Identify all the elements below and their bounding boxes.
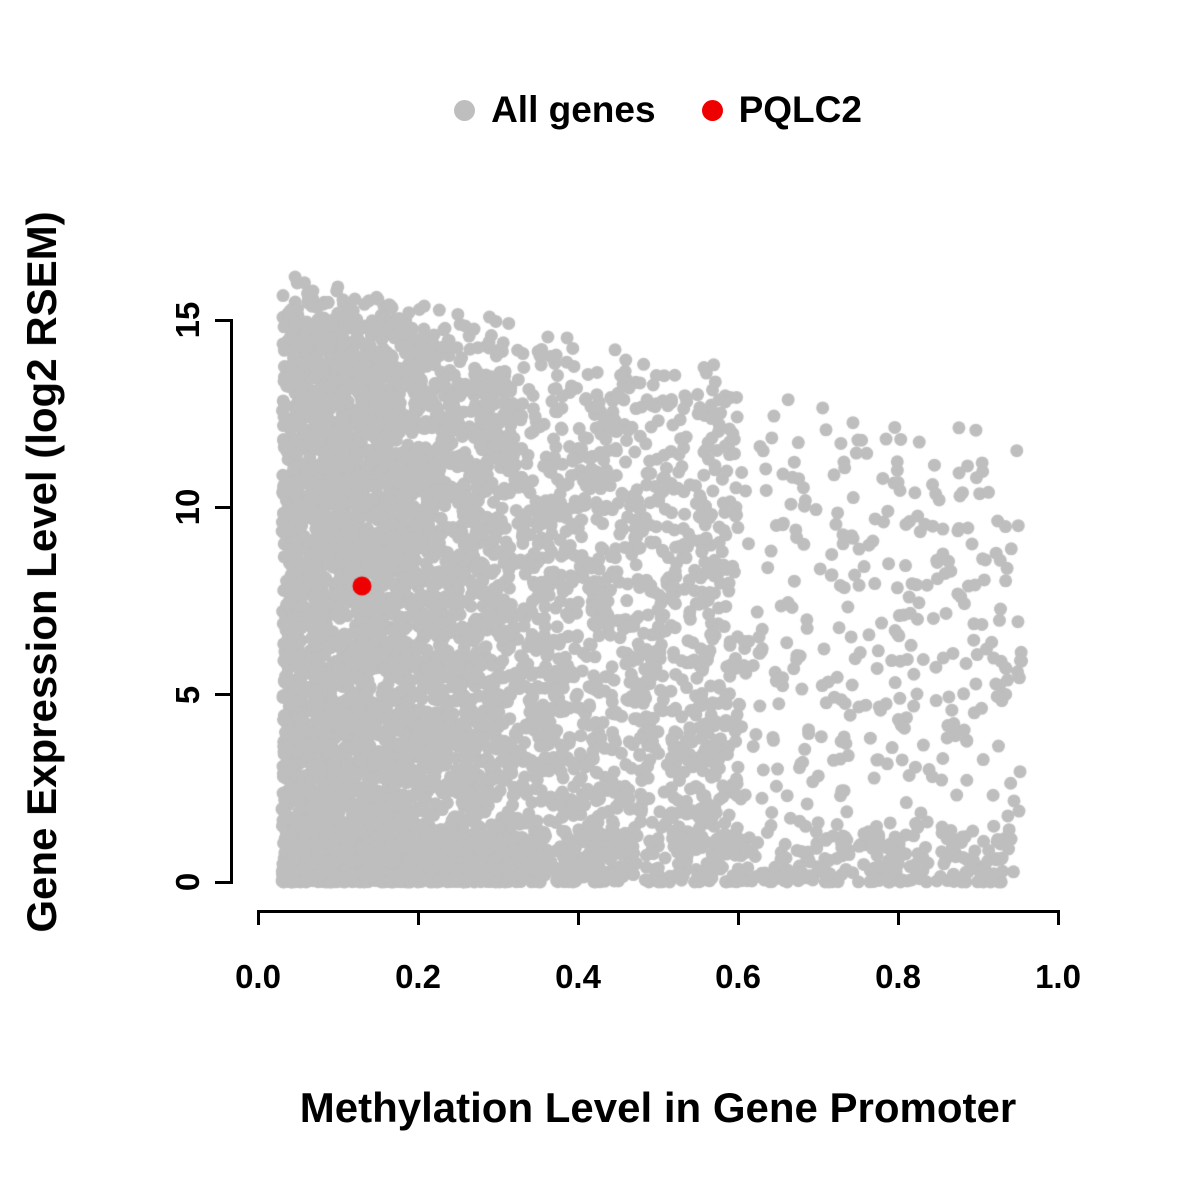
legend-entry-all-genes: All genes	[454, 89, 656, 131]
y-tick-label: 15	[169, 301, 206, 339]
x-tick-label: 0.6	[715, 958, 761, 995]
legend-label-pqlc2: PQLC2	[738, 89, 862, 130]
y-tick-mark	[215, 505, 230, 509]
y-tick-label: 10	[169, 488, 206, 526]
x-axis-line	[256, 910, 1060, 913]
x-tick-label: 1.0	[1035, 958, 1081, 995]
x-tick-mark	[1056, 910, 1060, 925]
y-tick-mark	[215, 318, 230, 322]
y-axis-line	[230, 318, 233, 884]
x-tick-label: 0.2	[395, 958, 441, 995]
legend: All genes PQLC2	[258, 84, 1058, 136]
legend-dot-pqlc2	[701, 99, 723, 121]
x-tick-mark	[256, 910, 260, 925]
legend-label-all-genes: All genes	[491, 89, 656, 130]
y-tick-label: 0	[169, 872, 206, 892]
x-tick-label: 0.8	[875, 958, 921, 995]
x-tick-mark	[736, 910, 740, 925]
x-tick-mark	[896, 910, 900, 925]
x-tick-mark	[416, 910, 420, 925]
legend-entry-pqlc2: PQLC2	[701, 89, 862, 131]
x-tick-label: 0.4	[555, 958, 601, 995]
y-tick-mark	[215, 880, 230, 884]
x-axis-title: Methylation Level in Gene Promoter	[299, 1084, 1017, 1131]
x-tick-label: 0.0	[235, 958, 281, 995]
y-axis-title: Gene Expression Level (log2 RSEM)	[18, 211, 65, 933]
legend-dot-all-genes	[454, 99, 476, 121]
y-tick-mark	[215, 693, 230, 697]
y-tick-label: 5	[169, 685, 206, 704]
x-tick-mark	[576, 910, 580, 925]
